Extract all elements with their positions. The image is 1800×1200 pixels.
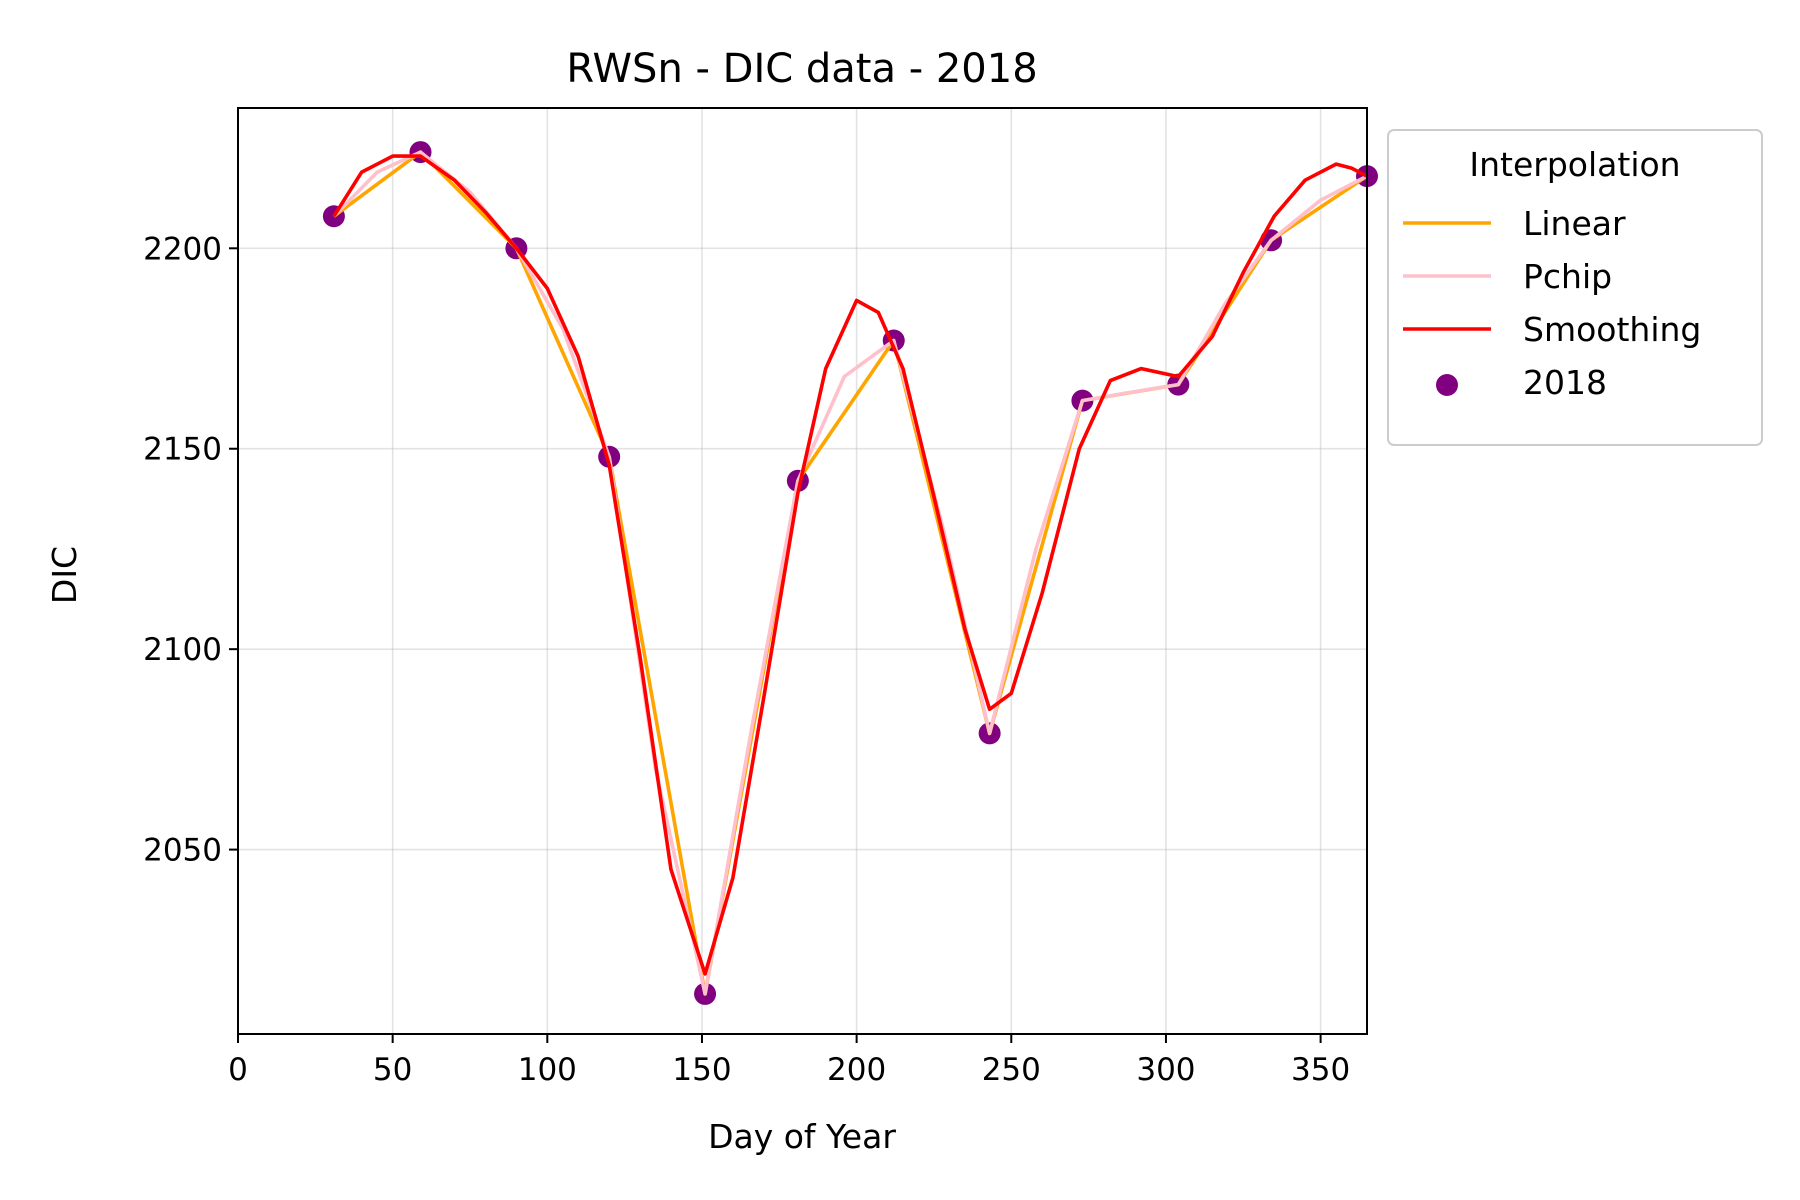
y-tick-label: 2150 bbox=[143, 432, 222, 468]
x-axis-label: Day of Year bbox=[708, 1117, 896, 1156]
legend-label-smoothing: Smoothing bbox=[1523, 310, 1701, 349]
x-axis-ticks: 0 50 100 150 200 250 300 350 bbox=[228, 1034, 1350, 1088]
y-tick-label: 2050 bbox=[143, 833, 222, 869]
x-tick-label: 200 bbox=[827, 1052, 886, 1088]
legend-label-pchip: Pchip bbox=[1523, 257, 1612, 296]
grid bbox=[237, 108, 1367, 1034]
y-tick-label: 2200 bbox=[143, 231, 222, 267]
x-tick-label: 100 bbox=[518, 1052, 577, 1088]
x-tick-label: 0 bbox=[228, 1052, 248, 1088]
legend-label-2018: 2018 bbox=[1523, 363, 1607, 402]
series-lines bbox=[332, 150, 1367, 996]
axes-frame bbox=[237, 107, 1368, 1035]
series-line-smoothing bbox=[332, 154, 1367, 976]
legend-swatch-2018 bbox=[1436, 374, 1458, 396]
legend-label-linear: Linear bbox=[1523, 204, 1626, 243]
legend: Interpolation Linear Pchip Smoothing 2018 bbox=[1387, 129, 1763, 446]
y-axis-label: DIC bbox=[45, 546, 84, 604]
chart-title: RWSn - DIC data - 2018 bbox=[566, 46, 1037, 92]
legend-frame bbox=[1387, 129, 1763, 446]
x-tick-label: 150 bbox=[672, 1052, 731, 1088]
y-tick-label: 2100 bbox=[143, 632, 222, 668]
x-tick-label: 300 bbox=[1136, 1052, 1195, 1088]
x-tick-label: 350 bbox=[1291, 1052, 1350, 1088]
x-tick-label: 250 bbox=[982, 1052, 1041, 1088]
x-tick-label: 50 bbox=[373, 1052, 412, 1088]
y-axis-ticks: 2050 2100 2150 2200 bbox=[143, 231, 238, 869]
plot-area bbox=[332, 150, 1367, 996]
legend-title: Interpolation bbox=[1469, 145, 1680, 184]
legend-items: Linear Pchip Smoothing 2018 bbox=[1403, 204, 1701, 402]
